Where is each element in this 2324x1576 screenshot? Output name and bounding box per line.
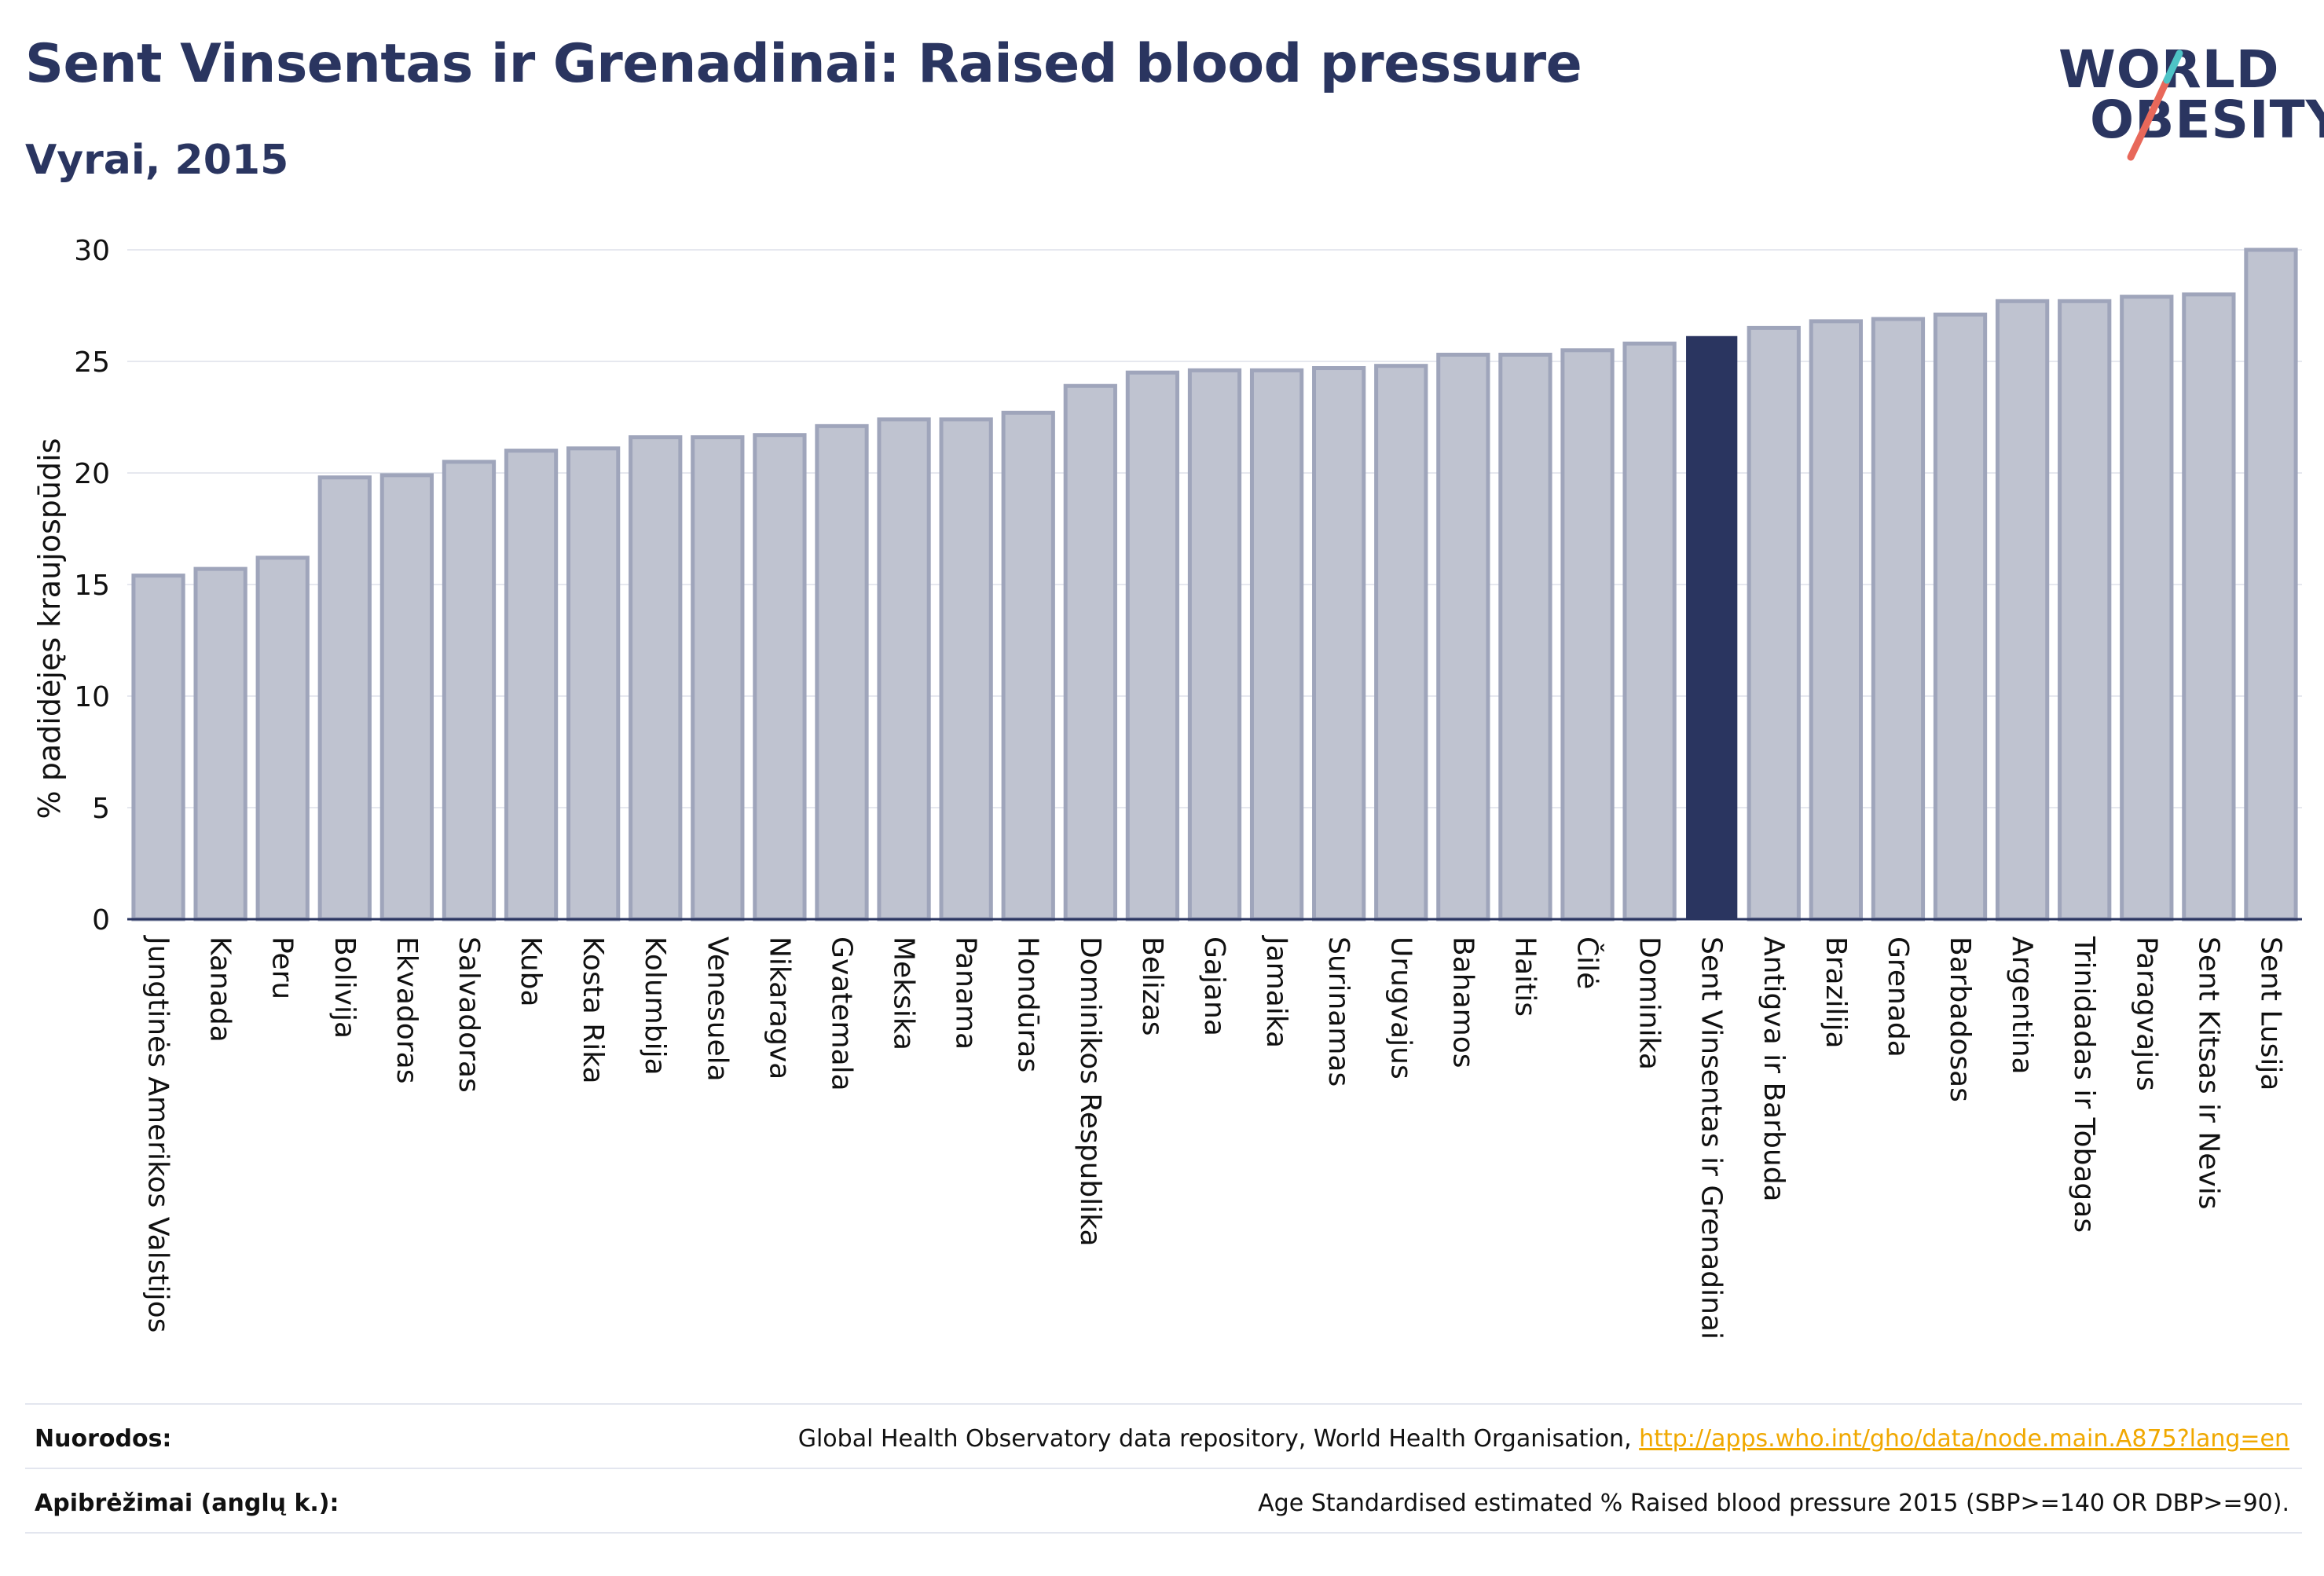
logo-text-obesity: OBESITY — [2090, 90, 2324, 150]
references-value: Global Health Observatory data repositor… — [798, 1425, 2289, 1453]
y-tick-label: 5 — [92, 793, 110, 825]
x-tick-label: Antigva ir Barbuda — [1758, 936, 1790, 1202]
chart-title: Sent Vinsentas ir Grenadinai: Raised blo… — [25, 33, 1582, 95]
x-tick-label: Paragvajus — [2130, 936, 2162, 1091]
bar-23[interactable] — [1560, 348, 1615, 922]
x-tick-label: Gajana — [1198, 936, 1230, 1036]
x-tick-label: Argentina — [2006, 936, 2038, 1075]
bar-32[interactable] — [2120, 295, 2174, 922]
x-tick-label: Jungtinės Amerikos Valstijos — [142, 935, 174, 1332]
logo-slash-icon — [2127, 49, 2183, 161]
bar-5[interactable] — [442, 460, 497, 922]
bar-26[interactable] — [1747, 325, 1801, 922]
x-tick-label: Meksika — [888, 936, 920, 1050]
y-tick-label: 0 — [92, 904, 110, 936]
bar-24[interactable] — [1622, 341, 1677, 922]
y-axis-label: % padidėjęs kraujospūdis — [32, 438, 67, 819]
x-tick-label: Surinamas — [1322, 936, 1354, 1087]
x-tick-label: Grenada — [1882, 936, 1914, 1057]
bar-2[interactable] — [255, 555, 310, 922]
bar-34[interactable] — [2244, 247, 2298, 922]
bar-20[interactable] — [1374, 364, 1428, 922]
y-tick-label: 20 — [74, 458, 110, 490]
bar-16[interactable] — [1125, 370, 1180, 922]
bar-11[interactable] — [815, 423, 869, 922]
world-obesity-logo: WORLD OBESITY — [2043, 39, 2324, 165]
x-tick-label: Peru — [266, 936, 299, 999]
bar-14[interactable] — [1001, 410, 1055, 922]
bar-9[interactable] — [691, 435, 745, 922]
bar-4[interactable] — [379, 473, 434, 922]
x-tick-label: Dominika — [1633, 936, 1666, 1070]
bar-12[interactable] — [877, 417, 931, 922]
x-tick-label: Gvatemala — [825, 936, 857, 1091]
axes: 0 5 10 15 20 25 30 Jungtinės Amerikos Valstijos… — [74, 235, 2302, 1340]
x-tick-label: Brazilija — [1820, 936, 1852, 1049]
x-tick-label: Bolivija — [328, 936, 361, 1039]
bar-17[interactable] — [1187, 368, 1242, 922]
x-tick-label: Jamaika — [1260, 935, 1292, 1048]
x-tick-label: Kolumbija — [639, 936, 671, 1076]
references-text: Global Health Observatory data repositor… — [797, 1425, 1640, 1453]
bar-27[interactable] — [1809, 319, 1863, 922]
bar-21[interactable] — [1436, 352, 1490, 922]
x-tick-label: Ekvadoras — [390, 936, 423, 1083]
bar-6[interactable] — [504, 449, 559, 922]
x-tick-label: Haitis — [1508, 936, 1541, 1017]
x-tick-label: Sent Vinsentas ir Grenadinai — [1695, 936, 1728, 1340]
bar-25[interactable] — [1686, 335, 1738, 920]
bar-1[interactable] — [193, 566, 247, 922]
x-tick-label: Sent Kitsas ir Nevis — [2192, 936, 2224, 1210]
bar-13[interactable] — [939, 417, 993, 922]
bar-18[interactable] — [1249, 368, 1304, 922]
bars — [131, 247, 2298, 922]
y-tick-label: 25 — [74, 346, 110, 379]
references-link[interactable]: http://apps.who.int/gho/data/node.main.A… — [1639, 1425, 2289, 1453]
references-label: Nuorodos: — [35, 1425, 172, 1453]
x-tick-label: Barbadosas — [1944, 936, 1976, 1102]
x-tick-label: Venesuela — [701, 936, 733, 1082]
bar-33[interactable] — [2182, 292, 2236, 922]
footer-divider-middle — [25, 1468, 2302, 1469]
x-tick-label: Kuba — [515, 936, 547, 1007]
x-tick-label: Urugvajus — [1384, 936, 1417, 1079]
footer-divider-top — [25, 1403, 2302, 1405]
bar-19[interactable] — [1312, 366, 1366, 922]
bar-31[interactable] — [2058, 299, 2112, 922]
x-tick-label: Kanada — [204, 936, 236, 1043]
x-tick-label: Panama — [950, 936, 982, 1050]
y-tick-label: 15 — [74, 570, 110, 602]
y-tick-label: 10 — [74, 681, 110, 713]
definitions-label: Apibrėžimai (anglų k.): — [35, 1490, 339, 1517]
bar-22[interactable] — [1498, 352, 1552, 922]
bar-15[interactable] — [1063, 383, 1117, 922]
bar-28[interactable] — [1871, 317, 1926, 922]
x-tick-label: Bahamos — [1446, 936, 1479, 1068]
x-tick-label: Čilė — [1571, 936, 1604, 989]
bar-7[interactable] — [566, 446, 621, 922]
x-tick-label: Nikaragva — [763, 936, 795, 1079]
bar-chart: 0 5 10 15 20 25 30 Jungtinės Amerikos Valstijos… — [32, 235, 2302, 1340]
x-tick-label: Dominikos Respublika — [1074, 936, 1106, 1247]
definitions-value: Age Standardised estimated % Raised bloo… — [1258, 1490, 2289, 1517]
x-tick-label: Sent Lusija — [2254, 936, 2286, 1090]
bar-30[interactable] — [1995, 299, 2050, 922]
chart-subtitle: Vyrai, 2015 — [25, 137, 289, 184]
bar-8[interactable] — [629, 435, 683, 922]
x-tick-label: Trinidadas ir Tobagas — [2068, 936, 2100, 1233]
x-tick-label: Kosta Rika — [577, 936, 609, 1084]
x-tick-label: Salvadoras — [453, 936, 485, 1093]
y-tick-label: 30 — [74, 235, 110, 267]
footer-divider-bottom — [25, 1532, 2302, 1534]
x-tick-label: Belizas — [1136, 936, 1168, 1036]
bar-3[interactable] — [317, 475, 372, 922]
bar-0[interactable] — [131, 574, 185, 922]
bar-29[interactable] — [1933, 312, 1988, 922]
x-tick-label: Hondūras — [1012, 936, 1044, 1072]
bar-10[interactable] — [753, 433, 807, 922]
